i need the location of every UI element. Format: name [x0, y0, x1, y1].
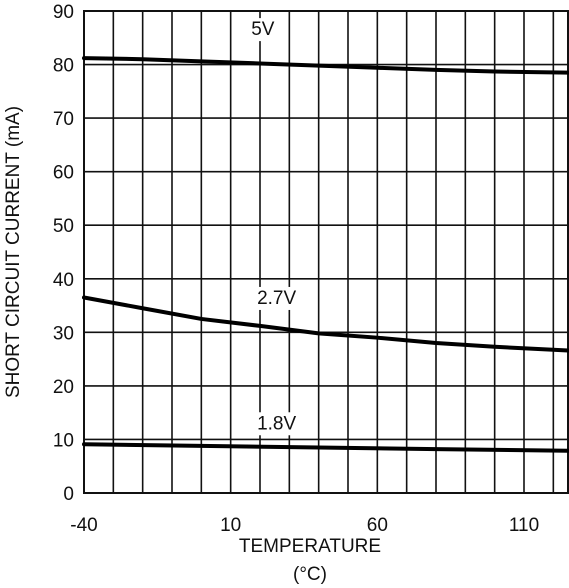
grid — [84, 11, 568, 493]
series-line — [82, 295, 569, 353]
series-label: 2.7V — [257, 288, 296, 309]
y-tick-label: 60 — [53, 163, 74, 184]
series-label: 5V — [251, 19, 275, 40]
y-tick-label: 70 — [53, 109, 74, 130]
y-tick-labels: 0 10 20 30 40 50 60 70 80 90 — [53, 2, 74, 505]
x-axis-unit: (°C) — [293, 564, 327, 585]
series-label-background — [254, 286, 300, 310]
y-tick-label: 40 — [53, 270, 74, 291]
series-line — [82, 56, 569, 75]
y-tick-label: 30 — [53, 323, 74, 344]
x-tick-label: 10 — [220, 515, 241, 536]
y-tick-label: 10 — [53, 430, 74, 451]
series-lines — [82, 56, 569, 453]
x-tick-labels: -40 10 60 110 — [70, 515, 539, 536]
y-tick-label: 80 — [53, 56, 74, 77]
x-tick-label: 110 — [509, 515, 539, 536]
y-tick-label: 90 — [53, 2, 74, 23]
y-tick-label: 0 — [63, 484, 74, 505]
x-axis-title: TEMPERATURE — [239, 536, 381, 557]
series-label-background — [254, 412, 300, 436]
series-labels: 5V 2.7V 1.8V — [248, 18, 300, 436]
x-tick-label: -40 — [70, 515, 97, 536]
series-line — [82, 442, 569, 453]
y-tick-label: 50 — [53, 216, 74, 237]
series-label-background — [248, 18, 278, 42]
y-tick-label: 20 — [53, 377, 74, 398]
x-tick-label: 60 — [367, 515, 388, 536]
plot-frame — [83, 10, 569, 494]
series-label: 1.8V — [257, 413, 296, 434]
y-axis-title: SHORT CIRCUIT CURRENT (mA) — [3, 106, 24, 398]
